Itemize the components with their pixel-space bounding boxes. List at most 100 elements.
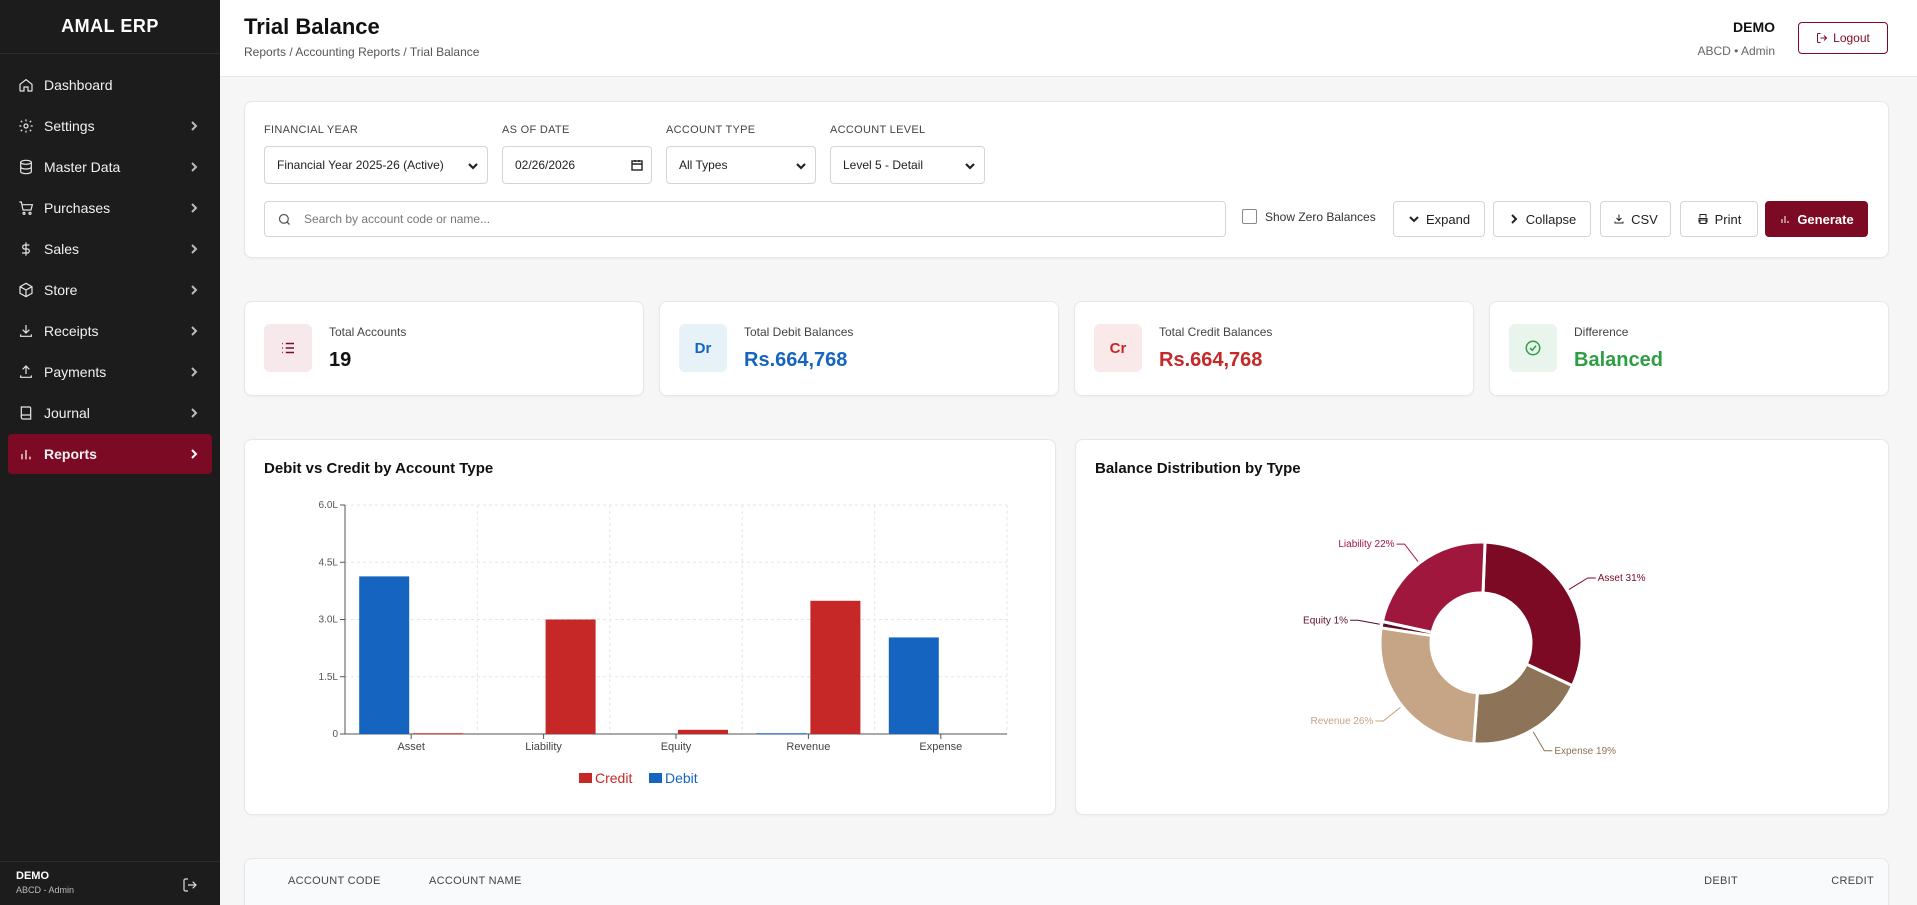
chevron-right-icon xyxy=(188,242,200,254)
x-tick-label: Equity xyxy=(661,741,692,753)
column-header-credit[interactable]: CREDIT xyxy=(1831,875,1874,887)
breadcrumb: Reports / Accounting Reports / Trial Bal… xyxy=(244,45,480,59)
account-type-value: All Types xyxy=(679,158,728,172)
slice-label: Equity 1% xyxy=(1303,615,1348,626)
sidebar: AMAL ERP Dashboard Settings Master Data … xyxy=(0,0,220,905)
show-zero-label: Show Zero Balances xyxy=(1265,209,1376,224)
stat-value: Rs.664,768 xyxy=(1159,349,1263,371)
csv-button[interactable]: CSV xyxy=(1600,201,1671,237)
leader-line xyxy=(1396,543,1419,562)
donut-chart: Asset 31% Expense 19% Revenue 26% Equity 1%… xyxy=(1303,539,1646,757)
chevron-right-icon xyxy=(188,283,200,295)
chevron-right-icon xyxy=(188,119,200,131)
collapse-button[interactable]: Collapse xyxy=(1493,201,1591,237)
generate-button[interactable]: Generate xyxy=(1765,201,1868,237)
logout-button[interactable]: Logout xyxy=(1798,22,1888,54)
bar-credit-liability xyxy=(545,619,596,734)
show-zero-balances-toggle[interactable]: Show Zero Balances xyxy=(1242,209,1376,224)
account-level-select[interactable]: Level 5 - Detail xyxy=(830,146,985,184)
legend-label-credit: Credit xyxy=(595,770,632,786)
header-user-role: ABCD • Admin xyxy=(1697,44,1775,58)
financial-year-select[interactable]: Financial Year 2025-26 (Active) xyxy=(264,146,488,184)
financial-year-value: Financial Year 2025-26 (Active) xyxy=(277,158,444,172)
book-icon xyxy=(18,405,34,421)
filter-panel: FINANCIAL YEAR Financial Year 2025-26 (A… xyxy=(244,101,1889,258)
logout-label: Logout xyxy=(1833,31,1870,45)
chevron-down-icon xyxy=(964,160,976,172)
search-field[interactable] xyxy=(264,201,1226,237)
gear-icon xyxy=(18,118,34,134)
stat-value: Balanced xyxy=(1574,349,1663,371)
sidebar-item-store[interactable]: Store xyxy=(8,270,212,310)
chart-title: Balance Distribution by Type xyxy=(1095,460,1301,477)
legend-label-debit: Debit xyxy=(665,770,698,786)
legend-swatch-credit xyxy=(579,773,592,783)
logout-icon[interactable] xyxy=(182,877,198,893)
as-of-date-input[interactable]: 02/26/2026 xyxy=(502,146,652,184)
search-icon xyxy=(278,213,290,225)
chevron-right-icon xyxy=(188,406,200,418)
y-tick-label: 4.5L xyxy=(319,557,339,568)
dollar-icon xyxy=(18,241,34,257)
sidebar-footer: DEMO ABCD - Admin xyxy=(0,861,220,905)
chevron-down-icon xyxy=(795,160,807,172)
sidebar-item-label: Dashboard xyxy=(44,77,113,93)
download-icon xyxy=(1614,214,1624,224)
leader-line xyxy=(1375,706,1401,722)
print-label: Print xyxy=(1714,211,1742,227)
header-user-name: DEMO xyxy=(1733,19,1775,35)
sidebar-item-settings[interactable]: Settings xyxy=(8,106,212,146)
as-of-date-value: 02/26/2026 xyxy=(515,158,576,172)
leader-line xyxy=(1350,619,1380,625)
expand-button[interactable]: Expand xyxy=(1393,201,1485,237)
search-input[interactable] xyxy=(304,212,1204,226)
check-circle-icon xyxy=(1509,324,1557,372)
csv-label: CSV xyxy=(1631,211,1658,227)
print-button[interactable]: Print xyxy=(1680,201,1758,237)
top-header: Trial Balance Reports / Accounting Repor… xyxy=(220,0,1917,77)
brand-logo[interactable]: AMAL ERP xyxy=(0,0,220,54)
leader-line xyxy=(1568,577,1596,590)
slice-asset xyxy=(1481,540,1584,688)
account-level-value: Level 5 - Detail xyxy=(843,158,924,172)
sidebar-item-receipts[interactable]: Receipts xyxy=(8,311,212,351)
stat-value: 19 xyxy=(329,349,352,371)
bar-credit-equity xyxy=(678,729,728,734)
column-header-account-code[interactable]: ACCOUNT CODE xyxy=(288,875,381,887)
home-icon xyxy=(18,77,34,93)
x-tick-label: Asset xyxy=(397,741,425,753)
stat-label: Total Credit Balances xyxy=(1159,325,1273,339)
column-header-debit[interactable]: DEBIT xyxy=(1704,875,1738,887)
sidebar-item-journal[interactable]: Journal xyxy=(8,393,212,433)
stat-label: Total Accounts xyxy=(329,325,407,339)
show-zero-checkbox[interactable] xyxy=(1242,209,1257,224)
database-icon xyxy=(18,159,34,175)
sidebar-item-label: Reports xyxy=(44,446,97,462)
sidebar-item-sales[interactable]: Sales xyxy=(8,229,212,269)
sidebar-item-reports[interactable]: Reports xyxy=(8,434,212,474)
slice-label: Asset 31% xyxy=(1598,573,1646,584)
account-level-label: ACCOUNT LEVEL xyxy=(830,124,926,136)
stat-label: Total Debit Balances xyxy=(744,325,854,339)
credit-badge: Cr xyxy=(1094,324,1142,372)
printer-icon xyxy=(1698,214,1708,224)
footer-user-role: ABCD - Admin xyxy=(16,885,75,895)
legend-swatch-debit xyxy=(649,773,662,783)
debit-badge: Dr xyxy=(679,324,727,372)
x-tick-label: Revenue xyxy=(786,741,830,753)
column-header-account-name[interactable]: ACCOUNT NAME xyxy=(429,875,522,887)
sidebar-item-dashboard[interactable]: Dashboard xyxy=(8,65,212,105)
account-type-label: ACCOUNT TYPE xyxy=(666,124,756,136)
calendar-icon[interactable] xyxy=(631,159,643,171)
bar-debit-asset xyxy=(359,576,410,734)
sidebar-item-payments[interactable]: Payments xyxy=(8,352,212,392)
bar-credit-asset xyxy=(413,733,464,735)
account-type-select[interactable]: All Types xyxy=(666,146,816,184)
page-title: Trial Balance xyxy=(244,14,380,39)
sidebar-nav: Dashboard Settings Master Data Purchases… xyxy=(0,54,220,474)
chevron-right-icon xyxy=(188,201,200,213)
sidebar-item-master-data[interactable]: Master Data xyxy=(8,147,212,187)
chevron-right-icon xyxy=(188,365,200,377)
footer-user-name: DEMO xyxy=(16,870,49,882)
sidebar-item-purchases[interactable]: Purchases xyxy=(8,188,212,228)
